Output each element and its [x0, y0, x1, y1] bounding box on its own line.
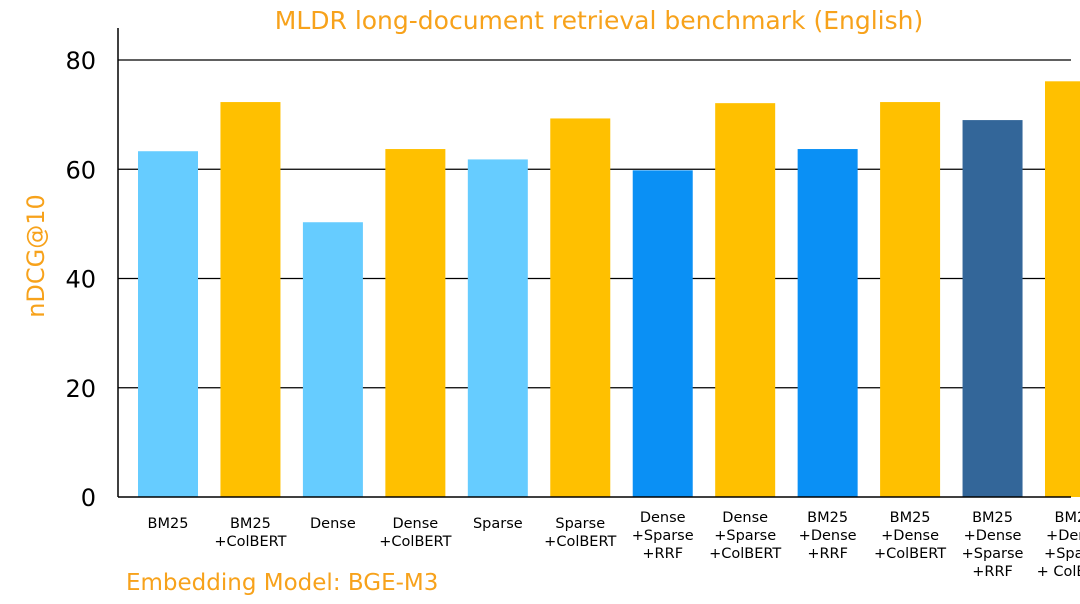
- bar: [880, 102, 941, 497]
- bar: [302, 222, 363, 497]
- x-tick-label: BM25 +Dense +RRF: [799, 510, 857, 562]
- x-tick-label: Sparse +ColBERT: [544, 516, 616, 550]
- x-tick-label: Dense +Sparse +RRF: [632, 510, 694, 562]
- bar: [385, 149, 446, 497]
- bar: [467, 159, 528, 498]
- bar: [715, 103, 776, 497]
- x-tick-labels: BM25 BM25 +ColBERT Dense Dense +ColBERT Sparse…: [148, 510, 1080, 580]
- bar: [220, 102, 281, 497]
- bar: [550, 118, 611, 497]
- x-tick-label: BM25+Dense+Sparse+ ColBERT: [1037, 510, 1080, 580]
- x-tick-label: BM25 +Dense +Sparse +RRF: [962, 510, 1024, 580]
- x-tick-label: Dense: [310, 516, 356, 532]
- axes: [117, 28, 1071, 498]
- y-tick-label: 60: [65, 156, 96, 184]
- y-tick-label: 40: [65, 266, 96, 294]
- x-tick-label: BM25 +ColBERT: [214, 516, 286, 550]
- bars: [138, 81, 1080, 498]
- x-tick-label: Dense +Sparse +ColBERT: [709, 510, 781, 562]
- x-tick-label: Sparse: [473, 516, 523, 532]
- bar: [962, 120, 1023, 498]
- bar: [632, 170, 693, 497]
- y-tick-label: 80: [65, 47, 96, 75]
- x-tick-label: BM25: [148, 516, 189, 532]
- x-tick-label: BM25 +Dense +ColBERT: [874, 510, 946, 562]
- chart-title: MLDR long-document retrieval benchmark (…: [274, 6, 924, 35]
- bar: [1045, 81, 1080, 498]
- y-tick-label: 20: [65, 375, 96, 403]
- bar: [797, 149, 858, 497]
- y-tick-label: 0: [81, 484, 96, 512]
- bar: [138, 151, 198, 497]
- y-axis-label: nDCG@10: [22, 194, 50, 318]
- y-tick-labels: 0 20 40 60 80: [65, 47, 96, 512]
- x-tick-label: Dense +ColBERT: [379, 516, 451, 550]
- footer-caption: Embedding Model: BGE-M3: [126, 570, 439, 596]
